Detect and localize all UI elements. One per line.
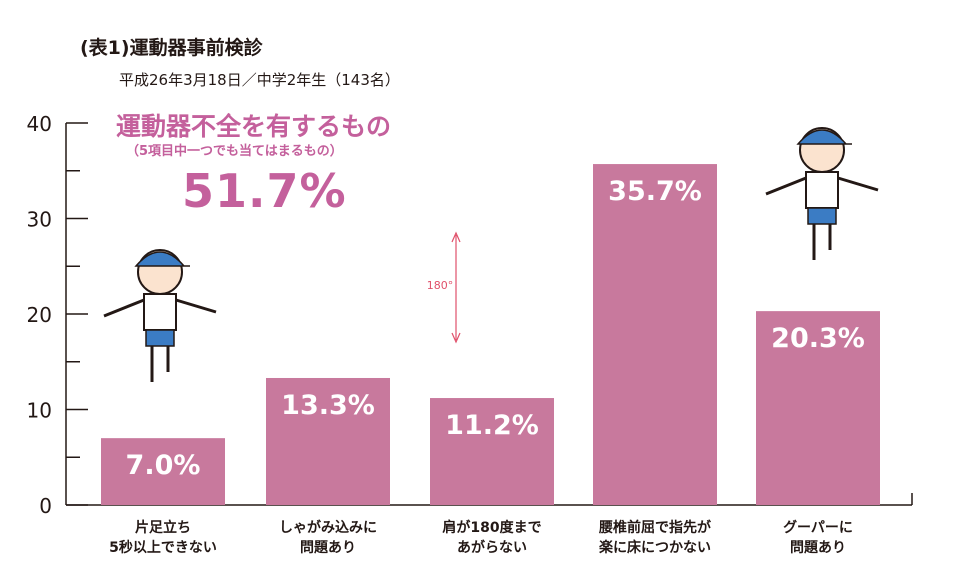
y-tick-label: 20 [27, 303, 52, 327]
category-label-line: 問題あり [790, 540, 846, 556]
category-label: 肩が180度まで あがらない [412, 518, 572, 558]
y-tick-label: 10 [27, 399, 52, 423]
category-label-line: 5秒以上できない [109, 540, 217, 556]
callout-percentage: 51.7% [182, 164, 347, 218]
bar [430, 398, 554, 505]
angle-note: 180° [427, 279, 454, 292]
bar-data-label: 20.3% [771, 323, 865, 354]
category-label: グーパーに 問題あり [738, 518, 898, 558]
category-label-line: しゃがみ込みに [279, 520, 377, 536]
bar [593, 164, 717, 505]
y-tick-label: 0 [39, 494, 52, 518]
y-tick-label: 40 [27, 112, 52, 136]
chart-title: (表1)運動器事前検診 [80, 37, 263, 59]
callout-note: （5項目中一つでも当てはまるもの） [126, 144, 343, 159]
category-label-line: 楽に床につかない [599, 540, 711, 556]
category-label-line: 片足立ち [135, 520, 191, 536]
category-label-line: 問題あり [300, 540, 356, 556]
bar-data-label: 35.7% [608, 176, 702, 207]
bar-data-label: 13.3% [281, 390, 375, 421]
category-label-line: 肩が180度まで [442, 520, 542, 536]
bar [266, 377, 390, 505]
category-label: しゃがみ込みに 問題あり [248, 518, 408, 558]
student-figure-one-leg [103, 249, 217, 382]
bar-data-label: 7.0% [126, 450, 201, 481]
category-label-line: グーパーに [783, 520, 853, 536]
student-figure-hand-grip [765, 127, 879, 260]
y-tick-label: 30 [27, 208, 52, 232]
chart-subtitle: 平成26年3月18日／中学2年生（143名） [119, 71, 400, 89]
bar [101, 438, 225, 505]
bar [756, 311, 880, 505]
callout-heading: 運動器不全を有するもの [116, 112, 392, 141]
category-label: 腰椎前屈で指先が 楽に床につかない [575, 518, 735, 558]
category-label-line: あがらない [457, 540, 527, 556]
range-arrow-head-down [451, 332, 461, 344]
range-arrow-head-up [451, 231, 461, 243]
category-label: 片足立ち 5秒以上できない [83, 518, 243, 558]
bar-data-label: 11.2% [445, 410, 539, 441]
category-label-line: 腰椎前屈で指先が [599, 520, 711, 536]
